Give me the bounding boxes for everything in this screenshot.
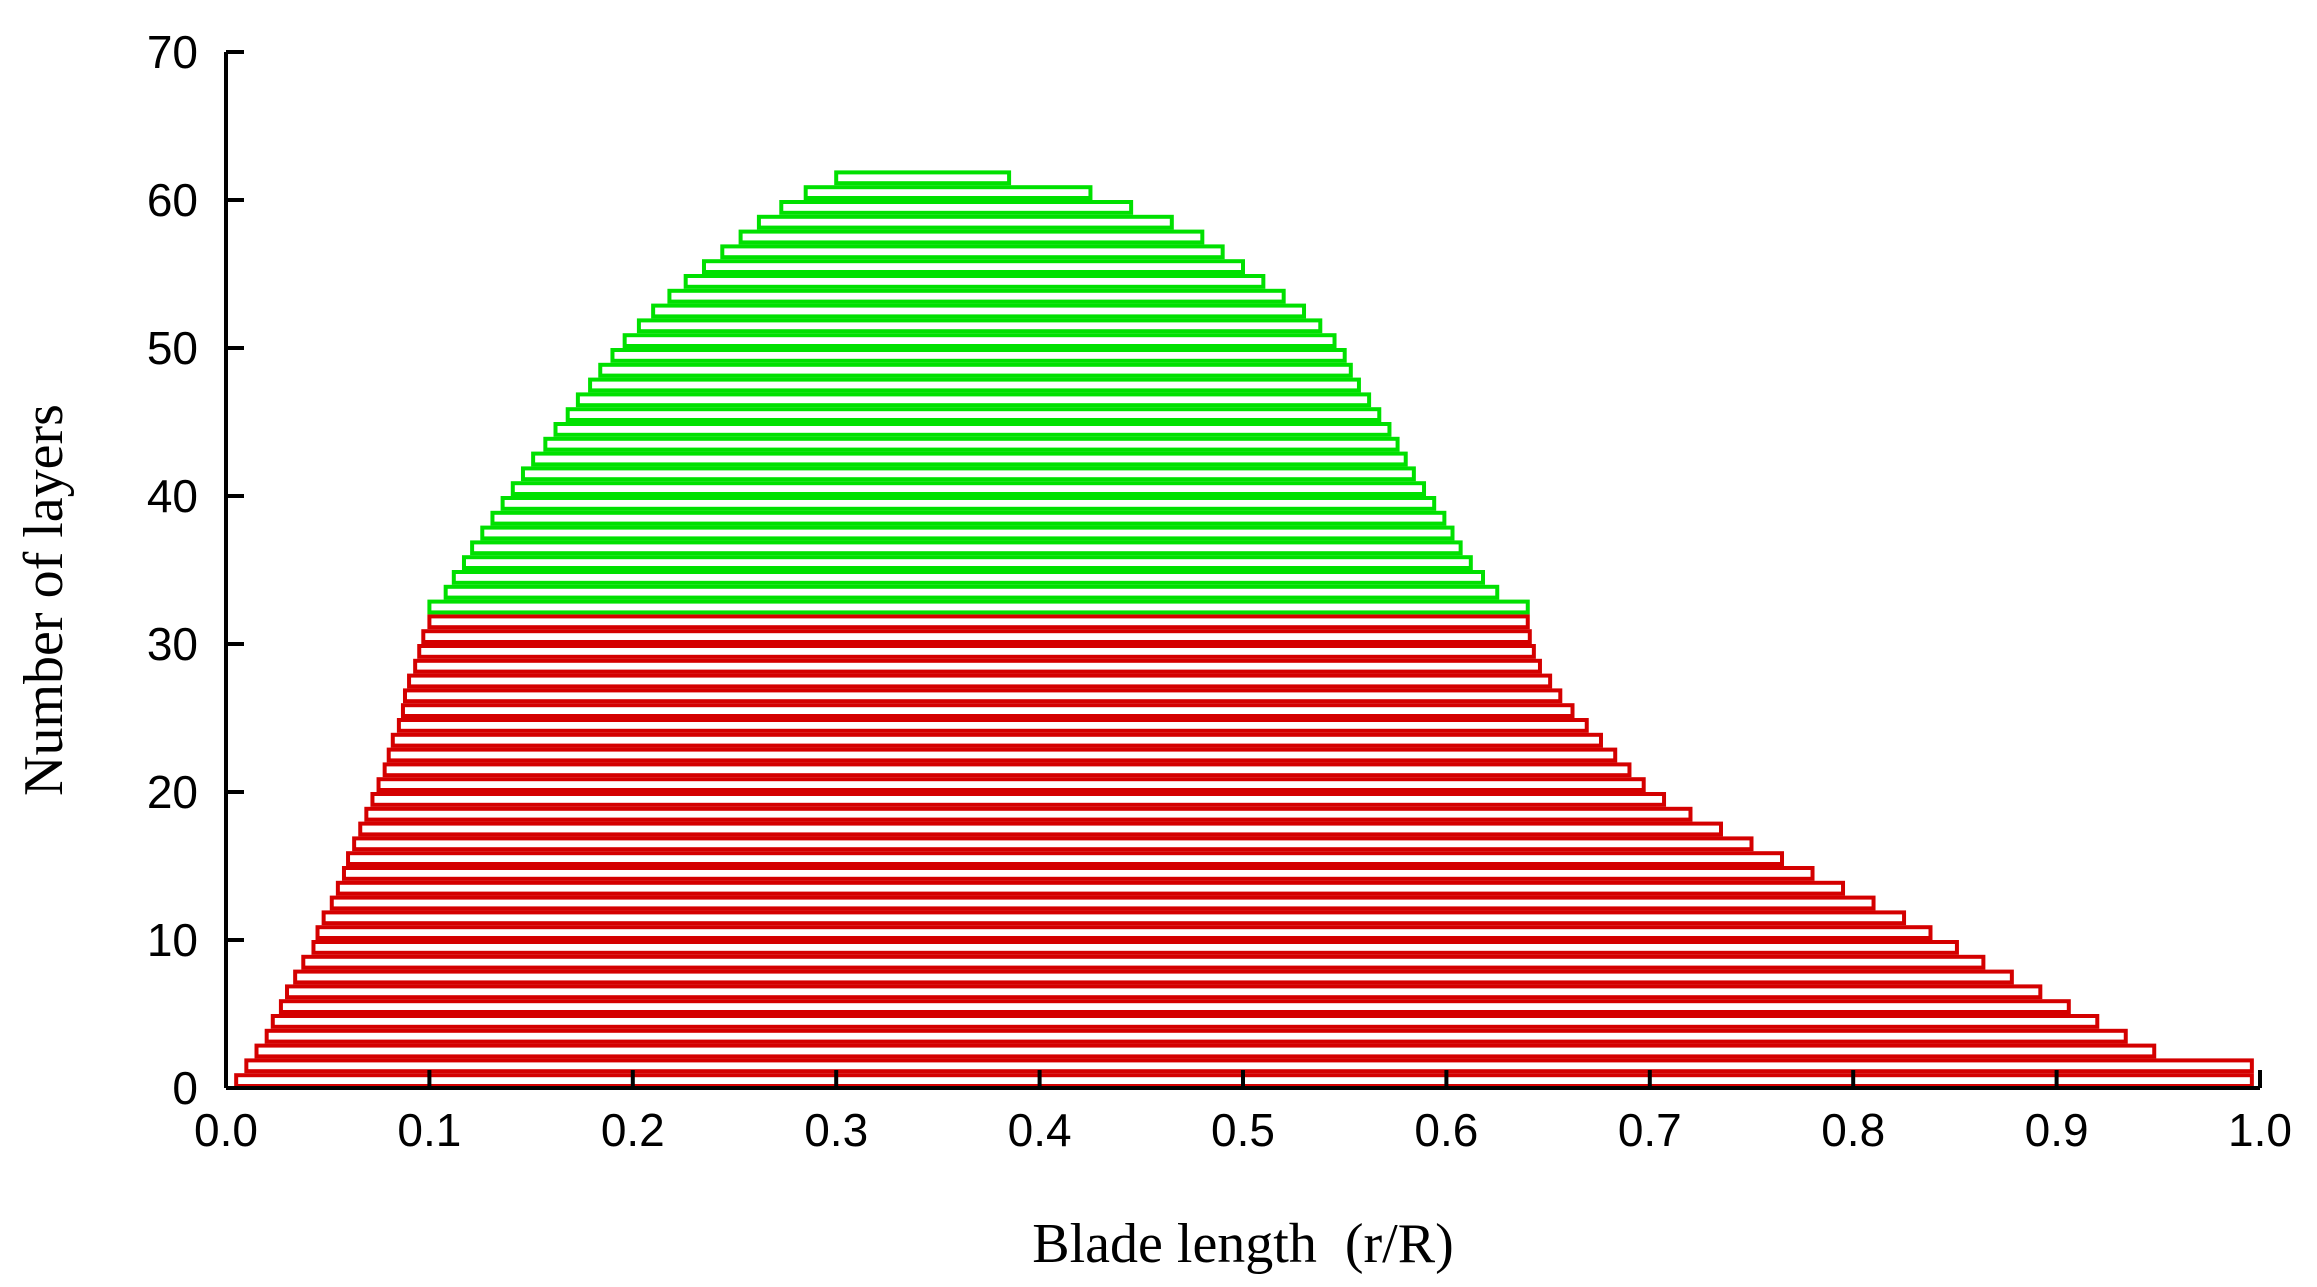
layer-band xyxy=(264,1028,2128,1044)
layer-band xyxy=(293,969,2014,985)
layer-band xyxy=(329,895,1876,911)
layer-band xyxy=(720,244,1225,260)
layer-band xyxy=(510,481,1427,497)
layer-band xyxy=(321,910,1907,926)
layer-band xyxy=(376,777,1646,793)
x-tick-label: 0.9 xyxy=(2025,1104,2089,1156)
x-tick-label: 0.0 xyxy=(194,1104,258,1156)
layer-band xyxy=(400,703,1575,719)
layer-band xyxy=(598,362,1353,378)
layer-band xyxy=(531,451,1408,467)
layer-band xyxy=(370,792,1667,807)
x-axis-title: Blade length (r/R) xyxy=(1032,1213,1453,1275)
layer-band xyxy=(352,836,1754,852)
y-tick-label: 70 xyxy=(147,26,198,78)
layer-band xyxy=(382,762,1632,778)
layer-band xyxy=(285,984,2043,1000)
layer-band xyxy=(413,658,1542,674)
y-tick-label: 60 xyxy=(147,174,198,226)
layer-band xyxy=(443,584,1500,600)
x-tick-label: 0.8 xyxy=(1821,1104,1885,1156)
layer-band xyxy=(610,348,1347,363)
y-tick-label: 50 xyxy=(147,322,198,374)
layer-band xyxy=(490,510,1447,526)
layer-band xyxy=(358,821,1723,837)
layer-band xyxy=(701,259,1245,275)
axes xyxy=(224,50,2262,1090)
layer-band xyxy=(834,170,1012,186)
y-tick-label: 10 xyxy=(147,914,198,966)
x-tick-label: 0.3 xyxy=(804,1104,868,1156)
layer-band xyxy=(402,688,1563,704)
layer-band xyxy=(278,999,2071,1015)
layer-band xyxy=(311,940,1959,955)
x-tick-label: 0.7 xyxy=(1618,1104,1682,1156)
layer-band xyxy=(803,185,1093,200)
layer-band xyxy=(451,570,1486,585)
layer-band xyxy=(470,540,1463,556)
y-tick-label: 20 xyxy=(147,766,198,818)
layer-band xyxy=(407,673,1553,689)
layer-band xyxy=(500,496,1437,511)
layer-band xyxy=(396,718,1589,733)
layer-band xyxy=(738,229,1205,245)
layer-band xyxy=(588,377,1361,393)
layer-band xyxy=(390,732,1603,748)
layer-band xyxy=(480,525,1455,541)
y-axis-title: Number of layers xyxy=(13,404,75,796)
y-tick-label: 40 xyxy=(147,470,198,522)
layer-band xyxy=(270,1014,2100,1029)
layer-band xyxy=(683,274,1266,289)
layer-band xyxy=(575,392,1372,408)
layer-band xyxy=(301,954,1986,970)
layer-band xyxy=(756,214,1174,230)
layer-band xyxy=(565,407,1382,423)
y-tick-label: 30 xyxy=(147,618,198,670)
layer-band xyxy=(421,629,1532,645)
layer-band xyxy=(779,200,1134,215)
x-tick-label: 0.1 xyxy=(397,1104,461,1156)
x-tick-label: 0.2 xyxy=(601,1104,665,1156)
layer-band xyxy=(622,333,1337,349)
x-tick-label: 0.4 xyxy=(1008,1104,1072,1156)
layer-band xyxy=(636,318,1323,334)
tick-labels: 0.0 0.1 0.2 0.3 0.4 0.5 0.6 0.7 0.8 0.9 1.0 0 10 20 30… xyxy=(147,26,2292,1156)
layer-band xyxy=(543,436,1400,452)
layer-band xyxy=(315,925,1933,941)
layer-band xyxy=(364,806,1693,822)
layer-band xyxy=(520,466,1416,482)
layer-band xyxy=(244,1058,2254,1074)
x-tick-label: 0.5 xyxy=(1211,1104,1275,1156)
layer-band xyxy=(417,644,1536,659)
layer-band xyxy=(341,866,1815,881)
layer-band xyxy=(346,851,1785,867)
layer-band xyxy=(553,422,1392,437)
layer-band xyxy=(254,1043,2157,1059)
y-tick-label: 0 xyxy=(172,1062,198,1114)
layer-bands xyxy=(234,170,2254,1088)
layer-band xyxy=(427,599,1530,615)
layer-band xyxy=(427,614,1530,630)
layer-band xyxy=(461,555,1473,571)
layer-band xyxy=(651,303,1307,319)
layer-band xyxy=(667,288,1286,304)
x-tick-label: 0.6 xyxy=(1414,1104,1478,1156)
x-tick-label: 1.0 xyxy=(2228,1104,2292,1156)
layer-band xyxy=(335,880,1846,896)
layer-band xyxy=(386,747,1618,763)
